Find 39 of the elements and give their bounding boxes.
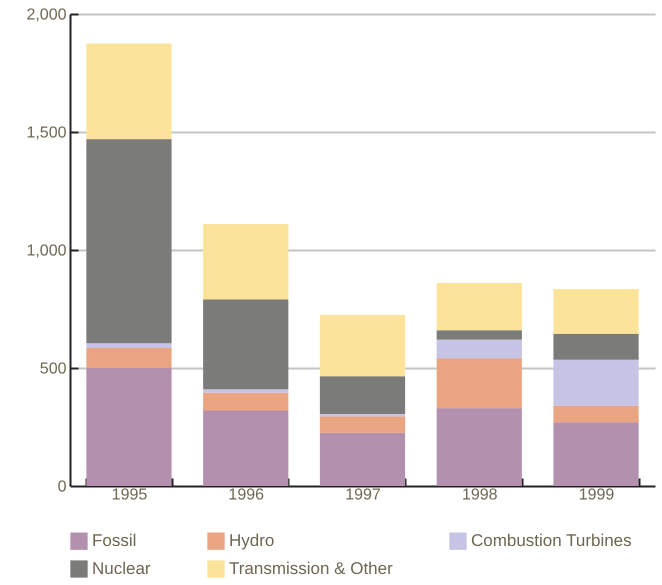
bar: [86, 348, 172, 368]
bar: [436, 340, 522, 359]
bar: [553, 422, 639, 486]
bar: [320, 416, 406, 433]
x-tick-label: 1998: [462, 486, 498, 504]
legend-label: Nuclear: [92, 559, 151, 578]
bar: [86, 44, 172, 140]
bar: [86, 139, 172, 344]
y-tick-label: 0: [58, 478, 67, 496]
bar: [436, 283, 522, 330]
x-tick-label: 1999: [578, 486, 614, 504]
legend-label: Fossil: [92, 531, 136, 550]
y-tick-label: 1,000: [26, 242, 67, 260]
bar: [320, 432, 406, 486]
bar: [320, 376, 406, 414]
y-tick-label: 500: [40, 360, 67, 378]
bar: [86, 368, 172, 486]
x-tick-label: 1995: [112, 486, 148, 504]
bar: [320, 314, 406, 376]
bar: [203, 389, 288, 393]
legend-label: Transmission & Other: [229, 559, 394, 578]
y-tick-label: 2,000: [26, 6, 67, 24]
bar: [203, 392, 288, 410]
bar: [436, 330, 522, 340]
bar: [203, 224, 288, 300]
bar: [553, 334, 639, 360]
legend-label: Hydro: [229, 531, 274, 550]
y-tick-label: 1,500: [26, 124, 67, 142]
x-tick-label: 1997: [345, 486, 381, 504]
bar: [203, 300, 288, 390]
x-tick-label: 1996: [228, 486, 264, 504]
bar: [553, 360, 639, 406]
legend-label: Combustion Turbines: [471, 531, 632, 550]
bar: [436, 358, 522, 408]
bar: [553, 288, 639, 334]
bar: [203, 410, 288, 486]
bar: [553, 406, 639, 422]
bar: [436, 408, 522, 486]
bar: [86, 343, 172, 348]
